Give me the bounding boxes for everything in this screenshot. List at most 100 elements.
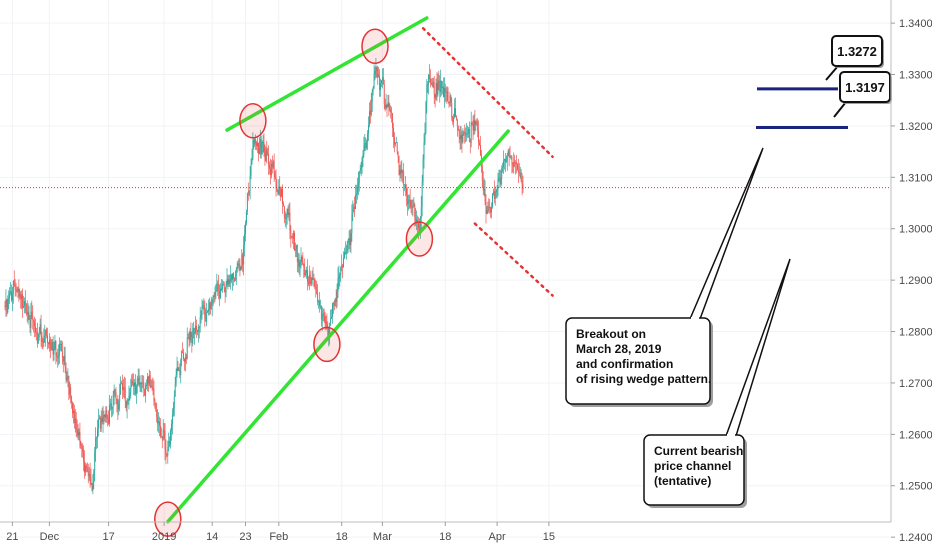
candle-body <box>519 172 521 174</box>
candle-body <box>304 266 306 276</box>
candle-body <box>347 240 349 244</box>
candle-body <box>26 311 28 315</box>
candle-body <box>312 277 314 280</box>
candle-body <box>110 403 111 406</box>
level-pointer <box>825 65 839 81</box>
candle-body <box>448 102 450 103</box>
candle-body <box>104 414 106 418</box>
candle-body <box>254 139 256 145</box>
touch-point-circle <box>405 221 434 257</box>
candle-body <box>428 75 430 85</box>
candle-body <box>457 126 459 131</box>
candle-body <box>233 273 234 279</box>
candle-body <box>220 288 221 298</box>
candle-body <box>62 357 64 362</box>
candle-body <box>9 292 11 298</box>
x-tick-label: 21 <box>6 531 18 543</box>
candle-body <box>50 348 52 350</box>
candle-body <box>10 291 11 293</box>
candle-body <box>288 212 290 215</box>
candle-body <box>99 417 101 429</box>
candle-body <box>73 410 75 423</box>
candle-body <box>149 375 151 388</box>
candle-body <box>308 274 310 285</box>
candle-body <box>178 370 180 372</box>
candle-body <box>485 202 487 214</box>
candle-body <box>371 91 373 103</box>
candle-body <box>285 214 287 219</box>
candle-body <box>422 158 424 182</box>
candle-body <box>397 152 399 158</box>
candle-body <box>319 305 321 307</box>
candle-body <box>217 283 219 285</box>
candle-body <box>148 375 150 384</box>
candle-body <box>199 317 201 328</box>
candle-body <box>116 399 118 405</box>
candle-body <box>354 206 356 210</box>
candle-body <box>169 440 171 445</box>
candle-body <box>196 325 197 330</box>
candle-body <box>136 379 138 387</box>
candle-body <box>133 383 135 387</box>
candle-body <box>191 337 193 344</box>
candle-body <box>201 306 203 316</box>
candle-body <box>403 172 405 186</box>
candle-body <box>222 284 224 285</box>
candle-body <box>13 280 15 285</box>
candle-body <box>124 387 126 402</box>
rising-wedge-lines <box>166 16 510 524</box>
candle-body <box>364 142 366 146</box>
candle-body <box>433 81 435 95</box>
candle-body <box>388 102 390 110</box>
candle-body <box>322 313 324 315</box>
candle-body <box>109 405 110 424</box>
candle-body <box>282 188 283 204</box>
candle-body <box>393 127 394 138</box>
x-tick-label: Apr <box>489 531 506 543</box>
candle-body <box>426 84 428 103</box>
candle-body <box>389 109 391 111</box>
candle-body <box>466 134 468 136</box>
candle-body <box>318 300 320 302</box>
candle-body <box>341 265 343 267</box>
candle-body <box>394 142 396 145</box>
candle-body <box>58 354 60 358</box>
candle-body <box>522 184 524 190</box>
callout-line: March 28, 2019 <box>576 342 662 356</box>
candle-body <box>425 102 427 133</box>
candle-body <box>503 160 505 167</box>
candle-body <box>478 130 480 143</box>
candle-body <box>276 187 278 190</box>
candle-body <box>120 383 122 395</box>
y-tick-label: 1.3200 <box>899 121 932 133</box>
candle-body <box>123 387 125 389</box>
candle-body <box>175 374 177 385</box>
candle-body <box>189 331 191 341</box>
candle-body <box>102 416 104 422</box>
candle-body <box>74 418 76 423</box>
candle-body <box>208 309 209 312</box>
candle-body <box>233 278 235 281</box>
candle-body <box>278 186 280 195</box>
callout-line: of rising wedge pattern. <box>576 372 711 386</box>
candle-body <box>331 316 332 319</box>
touch-point-circle <box>313 326 341 363</box>
candle-body <box>377 74 379 78</box>
candle-body <box>462 133 464 143</box>
candle-body <box>227 279 229 285</box>
candle-body <box>197 326 199 332</box>
candle-body <box>366 141 368 149</box>
candle-body <box>129 391 131 396</box>
candle-body <box>459 136 461 140</box>
candle-body <box>363 145 365 155</box>
candle-body <box>286 208 288 215</box>
y-tick-label: 1.2800 <box>899 327 932 339</box>
candle-body <box>235 272 237 280</box>
candle-body <box>181 351 183 361</box>
candle-body <box>482 181 484 191</box>
candle-body <box>488 206 490 208</box>
candle-body <box>301 256 303 261</box>
candle-body <box>52 342 54 355</box>
x-tick-label: Mar <box>373 531 392 543</box>
